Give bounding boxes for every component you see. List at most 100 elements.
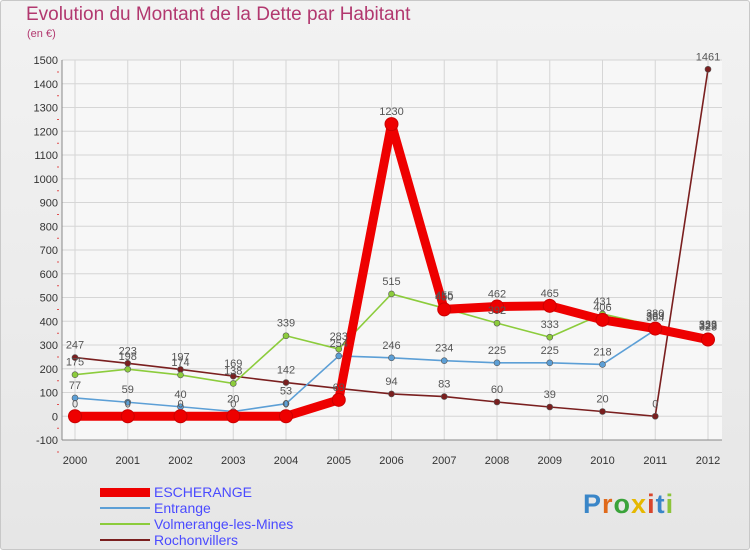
data-point (388, 290, 395, 298)
data-label: 465 (541, 288, 559, 300)
data-point (388, 354, 395, 362)
legend-label: Rochonvillers (154, 532, 239, 548)
data-label: 323 (699, 322, 717, 334)
x-tick-label: 2010 (590, 455, 614, 467)
legend-item: Rochonvillers (100, 532, 400, 548)
data-label: 431 (593, 296, 611, 308)
y-tick-label: 1100 (34, 150, 58, 162)
data-point (651, 412, 659, 420)
data-point (282, 332, 290, 340)
y-tick-label: 100 (40, 388, 58, 400)
data-point (648, 321, 663, 336)
data-point (599, 361, 606, 368)
data-label: 283 (330, 331, 348, 343)
data-label: 53 (280, 386, 292, 398)
legend-label: ESCHERANGE (154, 484, 253, 500)
data-label: 218 (593, 346, 611, 358)
data-label: 40 (174, 389, 186, 401)
data-label: 94 (385, 376, 397, 388)
series-layer (68, 65, 715, 424)
legend-label: Volmerange-les-Mines (154, 516, 294, 532)
data-label: 1230 (379, 106, 403, 118)
data-label: 329 (699, 320, 717, 332)
logo-letter: t (655, 489, 666, 519)
y-tick-label: 1000 (34, 174, 58, 186)
data-label: 59 (122, 384, 134, 396)
x-tick-label: 2005 (327, 455, 351, 467)
data-label: 406 (593, 302, 611, 314)
data-point (68, 409, 82, 424)
data-label: 142 (277, 365, 295, 377)
data-label: 60 (491, 384, 503, 396)
x-tick-label: 2003 (221, 455, 245, 467)
data-point (229, 380, 237, 387)
axis-layer: -100010020030040050060070080090010001100… (34, 55, 722, 467)
data-point (71, 371, 79, 378)
data-label: 455 (435, 290, 453, 302)
data-point (384, 117, 399, 132)
data-point (226, 409, 241, 424)
y-tick-label: 300 (40, 340, 58, 352)
y-tick-label: -100 (36, 435, 58, 447)
x-tick-label: 2006 (379, 455, 403, 467)
data-point (440, 357, 448, 364)
data-label: 333 (699, 319, 717, 331)
data-point (546, 403, 554, 411)
data-point (437, 302, 452, 317)
legend-item: Entrange (100, 500, 400, 516)
data-label: 0 (230, 398, 236, 410)
y-tick-label: 1500 (34, 55, 58, 67)
data-point (599, 408, 606, 415)
y-tick-label: 900 (40, 198, 58, 210)
data-point (282, 379, 290, 386)
data-label: 450 (435, 291, 453, 303)
data-label: 198 (119, 351, 137, 363)
data-label: 225 (488, 345, 506, 357)
data-label: 175 (66, 357, 84, 369)
logo-letter: i (647, 489, 656, 519)
x-tick-label: 2007 (432, 455, 456, 467)
data-label: 364 (646, 312, 664, 324)
data-label: 515 (382, 276, 400, 288)
logo-letter: i (665, 489, 675, 519)
y-tick-label: 400 (40, 316, 58, 328)
data-label: 339 (277, 318, 295, 330)
x-tick-label: 2001 (116, 455, 140, 467)
legend-label: Entrange (154, 500, 211, 516)
data-point (542, 298, 557, 313)
data-label: 69 (333, 382, 345, 394)
legend-swatch (100, 507, 150, 509)
data-label: 333 (541, 319, 559, 331)
y-tick-label: 600 (40, 269, 58, 281)
data-point (388, 390, 395, 398)
y-tick-label: 200 (40, 364, 58, 376)
y-tick-label: 1400 (34, 79, 58, 91)
data-point (335, 352, 343, 360)
data-point (335, 345, 343, 353)
data-point (546, 359, 554, 367)
data-point (493, 319, 501, 327)
x-tick-label: 2000 (63, 455, 87, 467)
data-label: 234 (435, 343, 453, 355)
data-point (490, 299, 504, 314)
x-tick-label: 2011 (643, 455, 667, 467)
data-label: 77 (69, 380, 81, 392)
data-label: 39 (544, 389, 556, 401)
data-point (229, 372, 237, 380)
data-label: 20 (596, 394, 608, 406)
data-label: 83 (438, 379, 450, 391)
data-label: 0 (125, 398, 131, 410)
data-label: 392 (488, 305, 506, 317)
logo-letter: o (613, 489, 632, 519)
data-label: 1461 (696, 51, 720, 63)
data-label: 0 (72, 398, 78, 410)
proxiti-logo: Proxiti (583, 489, 674, 520)
y-tick-label: 0 (52, 411, 58, 423)
x-tick-label: 2012 (696, 455, 720, 467)
logo-letter: r (602, 489, 614, 519)
chart-title: Evolution du Montant de la Dette par Hab… (26, 4, 411, 25)
data-point (701, 332, 715, 347)
data-point (546, 333, 554, 341)
y-tick-label: 800 (40, 221, 58, 233)
